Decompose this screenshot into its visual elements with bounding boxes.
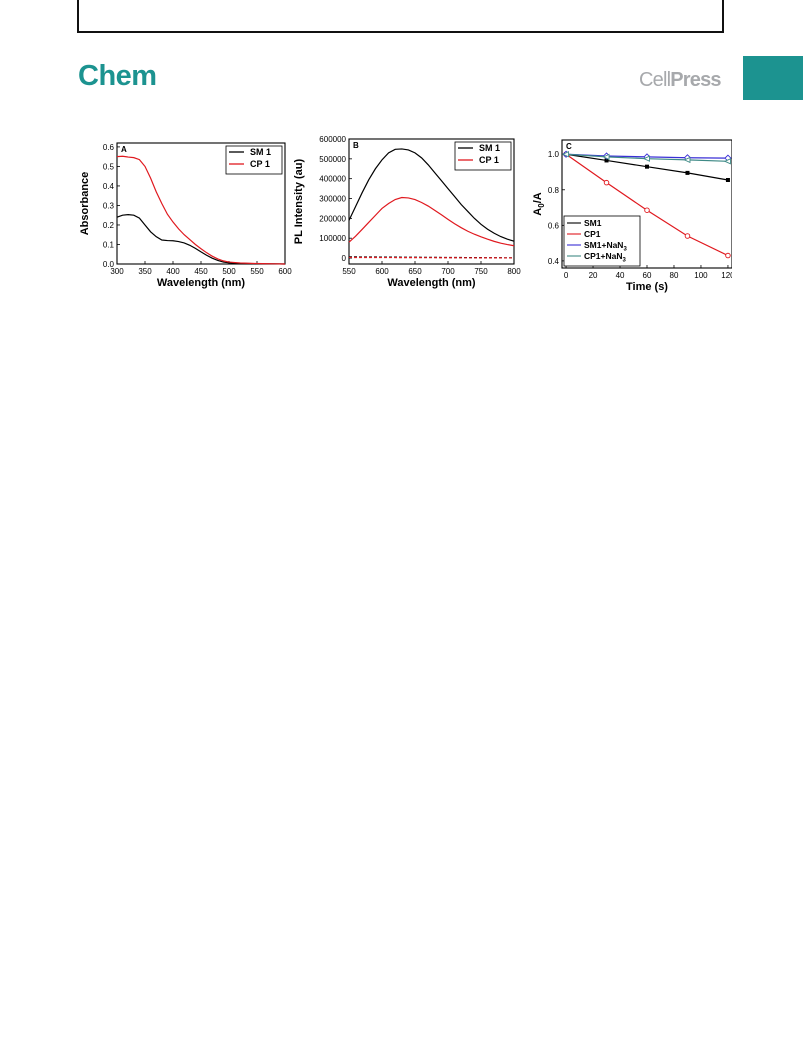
legend-box — [454, 141, 512, 171]
plot-frame — [348, 138, 515, 265]
chart-panel-b: B 550 600 650 700 750 800 0 100000 200000 300000 40… — [293, 135, 521, 289]
series-line-baseline-3 — [348, 256, 515, 259]
data-point-marker — [725, 178, 730, 182]
panel-label: C — [566, 142, 572, 151]
data-point-marker — [604, 158, 609, 163]
x-tick-label: 20 — [589, 271, 598, 280]
x-tick-label: 550 — [342, 267, 356, 276]
y-axis-title: Absorbance — [79, 172, 91, 236]
data-point-marker — [685, 170, 690, 175]
publisher-logo: CellPress — [639, 69, 722, 92]
data-point-marker — [645, 164, 649, 169]
y-tick-label: 0.2 — [103, 221, 115, 230]
data-point-marker — [723, 158, 731, 165]
series-line-sm-1 — [116, 214, 286, 265]
header-frame-box — [77, 0, 724, 33]
x-axis-title: Wavelength (nm) — [387, 277, 476, 289]
x-tick-label: 100 — [694, 271, 708, 280]
y-tick-label: 500000 — [319, 155, 346, 164]
y-tick-label: 400000 — [319, 175, 346, 184]
legend-label-sub: 3 — [623, 247, 627, 253]
legend-label: CP1+NaN3 — [584, 251, 627, 264]
y-tick-label: 0.5 — [103, 162, 115, 171]
x-tick-label: 600 — [278, 267, 292, 276]
legend-label-text: CP1 — [584, 229, 601, 239]
y-tick-label: 1.0 — [548, 150, 560, 159]
legend-label: SM 1 — [479, 143, 500, 153]
legend-label: SM1 — [584, 218, 602, 228]
data-point-marker — [683, 156, 691, 164]
x-tick-label: 120 — [721, 271, 732, 280]
series-line-cp-1 — [116, 155, 286, 265]
publisher-logo-cell: Cell — [639, 69, 671, 91]
legend-box — [225, 145, 283, 175]
x-tick-label: 450 — [194, 267, 208, 276]
data-point-marker — [561, 151, 569, 158]
data-point-marker — [603, 179, 610, 186]
legend-label-text: SM1 — [584, 218, 602, 228]
data-point-marker — [644, 207, 650, 213]
y-tick-label: 0.4 — [103, 182, 115, 191]
legend-label-sub: 3 — [623, 258, 627, 264]
x-tick-label: 650 — [408, 267, 422, 276]
data-point-marker — [602, 153, 610, 161]
publisher-logo-press: Press — [670, 69, 721, 91]
y-tick-label: 0 — [342, 254, 347, 263]
y-axis-title-sub: 0 — [537, 203, 546, 208]
legend-box — [563, 215, 641, 267]
x-axis-title: Wavelength (nm) — [157, 277, 246, 289]
section-tab — [743, 56, 803, 100]
data-point-marker — [725, 252, 731, 259]
x-tick-label: 0 — [564, 271, 569, 280]
y-tick-label: 0.6 — [103, 143, 115, 152]
y-tick-label: 300000 — [319, 195, 346, 204]
y-tick-label: 100000 — [319, 234, 346, 243]
x-tick-label: 40 — [616, 271, 625, 280]
x-tick-label: 350 — [138, 267, 152, 276]
y-tick-label: 0.0 — [103, 260, 115, 269]
legend-label-text: SM1+NaN — [584, 240, 623, 250]
x-tick-label: 500 — [222, 267, 236, 276]
x-tick-label: 750 — [474, 267, 488, 276]
y-tick-label: 0.3 — [103, 201, 115, 210]
x-tick-label: 60 — [643, 271, 652, 280]
x-tick-label: 550 — [250, 267, 264, 276]
series-line-sm-1 — [348, 148, 515, 242]
chart-panel-a: A 300 350 400 450 500 550 600 0.0 0.1 0.2 0.3 0.4 0.5… — [79, 142, 292, 289]
y-axis-title-tail: /A — [532, 192, 544, 203]
legend-label: CP1 — [584, 229, 601, 239]
x-tick-label: 400 — [166, 267, 180, 276]
legend-label-text: CP1+NaN — [584, 251, 623, 261]
panel-label: A — [121, 145, 127, 154]
y-axis-title: PL Intensity (au) — [293, 158, 305, 244]
y-tick-label: 0.4 — [548, 257, 560, 266]
y-tick-label: 0.1 — [103, 240, 115, 249]
y-tick-label: 0.8 — [548, 186, 560, 195]
journal-logo: Chem — [78, 60, 157, 92]
legend-label: CP 1 — [479, 155, 499, 165]
data-point-marker — [642, 155, 650, 162]
x-tick-label: 600 — [375, 267, 389, 276]
y-tick-label: 600000 — [319, 135, 346, 144]
x-axis-title: Time (s) — [626, 281, 668, 293]
x-tick-label: 700 — [441, 267, 455, 276]
series-line-cp-1 — [348, 196, 515, 247]
legend-label: CP 1 — [250, 159, 270, 169]
y-axis-title: A0/A — [532, 192, 546, 215]
x-tick-label: 300 — [110, 267, 124, 276]
x-tick-label: 800 — [507, 267, 521, 276]
y-tick-label: 0.6 — [548, 221, 560, 230]
y-axis-title-main: A — [532, 208, 544, 216]
x-tick-label: 80 — [670, 271, 679, 280]
legend-label: SM1+NaN3 — [584, 240, 627, 253]
y-tick-label: 200000 — [319, 214, 346, 223]
data-point-marker — [684, 233, 691, 239]
legend-label: SM 1 — [250, 147, 271, 157]
panel-label: B — [353, 141, 359, 150]
